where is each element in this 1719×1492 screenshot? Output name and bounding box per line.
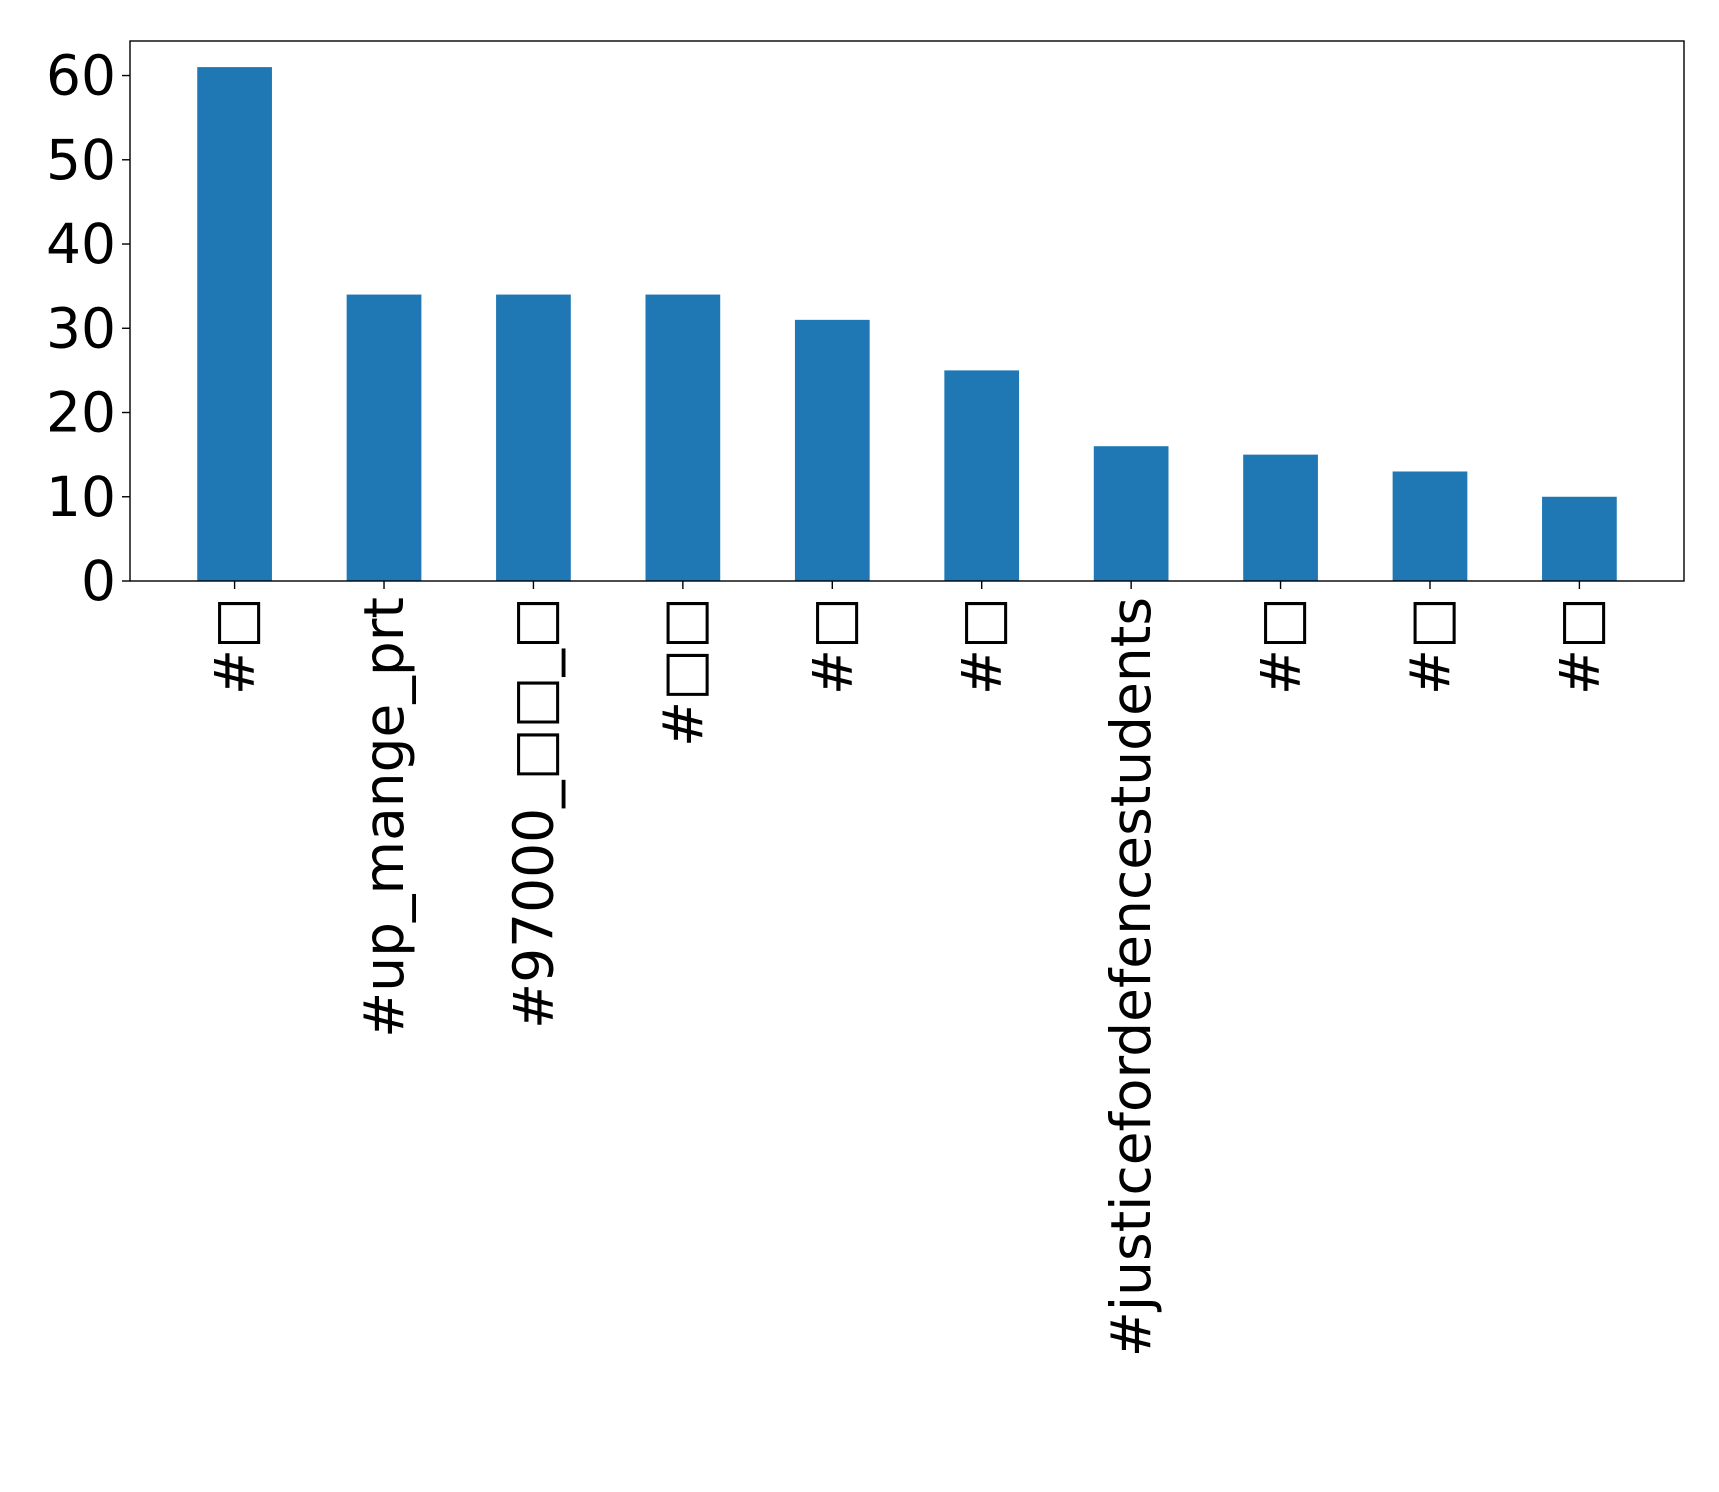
x-tick-label: #□ — [800, 597, 864, 695]
x-tick-label: #□ — [1249, 597, 1313, 695]
bar-5 — [944, 370, 1020, 581]
y-tick-label: 50 — [46, 128, 116, 192]
y-tick-label: 60 — [46, 44, 116, 108]
bars-group — [197, 67, 1617, 581]
x-tick-label: #up_mange_prt — [352, 597, 416, 1038]
x-tick-label: #□ — [950, 597, 1014, 695]
bar-4 — [794, 319, 870, 581]
bar-2 — [496, 294, 571, 581]
x-tick-label: #□ — [1547, 597, 1611, 695]
y-axis: 0 10 20 30 40 50 60 — [46, 44, 130, 613]
y-tick-label: 30 — [46, 296, 116, 360]
y-tick-label: 10 — [46, 465, 116, 529]
x-tick-label: #□□ — [651, 597, 715, 747]
x-tick-label: #□ — [1398, 597, 1462, 695]
x-tick-label: #97000_□□_□ — [501, 597, 565, 1029]
bar-3 — [645, 294, 721, 581]
bar-1 — [346, 294, 422, 581]
bar-9 — [1542, 496, 1617, 581]
y-tick-label: 40 — [46, 212, 116, 276]
x-tick-label: #□ — [203, 597, 267, 695]
x-tick-label: #justicefordefencestudents — [1099, 597, 1163, 1357]
bar-8 — [1392, 471, 1468, 581]
plot-frame — [129, 40, 1685, 582]
bar-7 — [1243, 454, 1318, 581]
bar-0 — [197, 67, 272, 581]
bar-6 — [1093, 446, 1169, 581]
x-axis: #□ #up_mange_prt #97000_□□_□ #□□ #□ #□ #justic… — [203, 581, 1611, 1357]
y-tick-label: 20 — [46, 381, 116, 445]
y-tick-label: 0 — [81, 549, 116, 613]
